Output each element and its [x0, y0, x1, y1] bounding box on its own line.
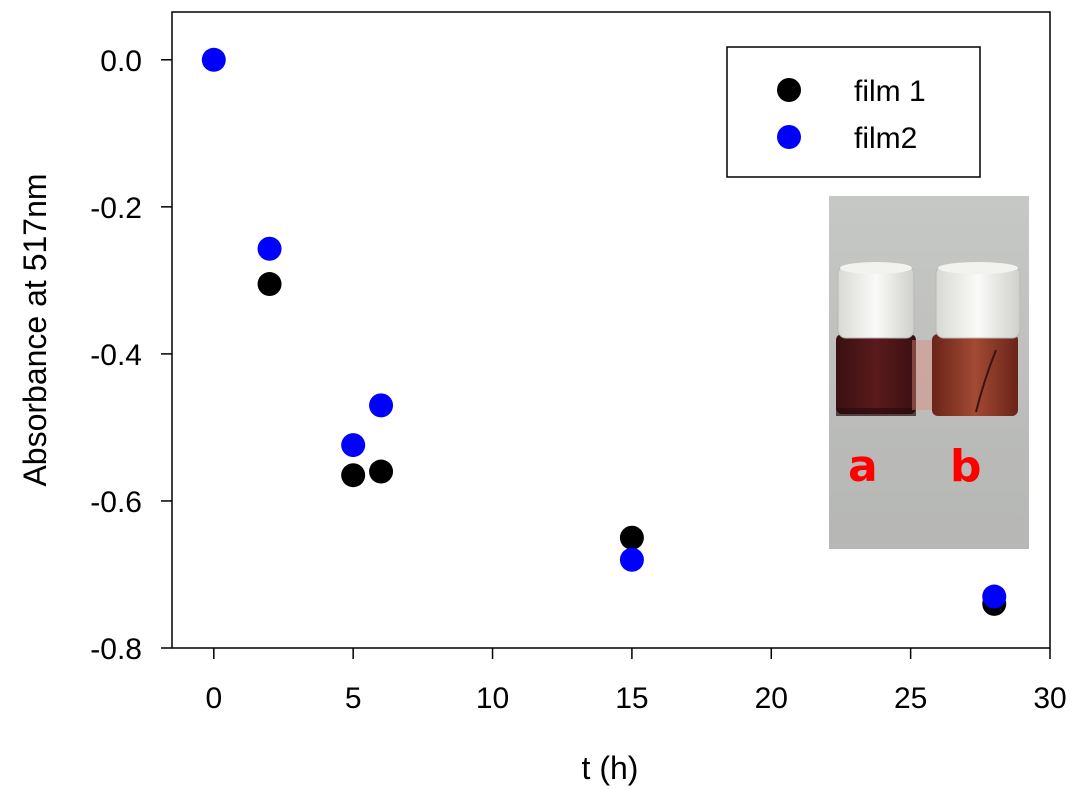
data-point-film2-3	[369, 393, 394, 418]
y-tick-label--0.6: -0.6	[90, 486, 142, 519]
legend-label-film2: film2	[854, 122, 917, 155]
y-axis-title: Absorbance at 517nm	[17, 173, 53, 486]
data-point-film-1-0	[257, 272, 282, 297]
x-axis-title: t (h)	[582, 750, 639, 786]
vial-a	[836, 262, 916, 416]
y-tick-label--0.4: -0.4	[90, 339, 142, 372]
x-tick-label-25: 25	[894, 682, 927, 715]
legend: film 1 film2	[726, 46, 981, 178]
x-tick-label-10: 10	[476, 682, 509, 715]
inset-photo-of-two-vials: a b	[829, 196, 1029, 549]
vial-b	[932, 262, 1021, 416]
y-tick-label--0.2: -0.2	[90, 192, 142, 225]
data-point-film-1-2	[369, 459, 394, 484]
series-film2	[201, 47, 1007, 609]
inset-label-a: a	[848, 441, 878, 492]
x-tick-label-30: 30	[1033, 682, 1066, 715]
y-tick-label--0.8: -0.8	[90, 633, 142, 666]
plot-frame	[171, 11, 1051, 649]
legend-marker-film-1	[777, 78, 801, 102]
x-tick-label-20: 20	[755, 682, 788, 715]
x-tick-label-15: 15	[615, 682, 648, 715]
data-point-film2-4	[619, 547, 644, 572]
inset-label-b: b	[950, 441, 982, 492]
x-axis: 0 5 10 15 20 25 30	[205, 648, 1067, 715]
y-axis: 0.0 -0.2 -0.4 -0.6 -0.8	[90, 45, 172, 666]
legend-label-film-1: film 1	[854, 75, 926, 108]
y-tick-label-0.0: 0.0	[100, 45, 142, 78]
data-point-film2-2	[341, 433, 366, 458]
x-tick-label-5: 5	[345, 682, 362, 715]
data-point-film2-0	[201, 47, 226, 72]
data-point-film-1-1	[341, 463, 366, 488]
x-tick-label-0: 0	[205, 682, 222, 715]
data-point-film2-5	[982, 584, 1007, 609]
data-point-film-1-3	[619, 525, 644, 550]
data-point-film2-1	[257, 236, 282, 261]
legend-marker-film2	[777, 125, 801, 149]
series-layer	[201, 47, 1007, 616]
